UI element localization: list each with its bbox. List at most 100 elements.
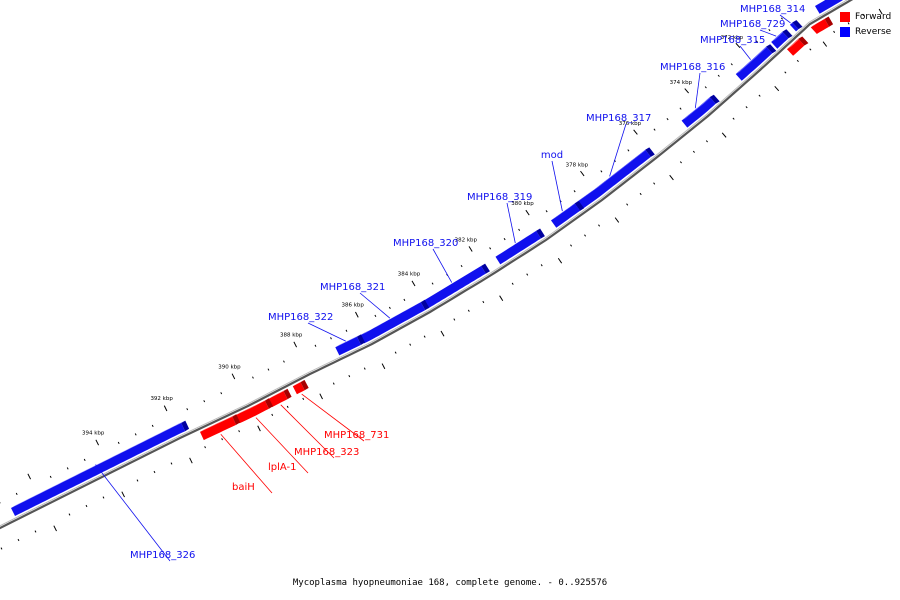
tick-mark [580,170,585,177]
tick-mark [717,74,720,77]
gene-top-face [360,299,425,336]
gene-unlabeled-15[interactable] [815,0,847,14]
gene-labels: MHP168_314 MHP168_729 MHP168_315 MHP168_316… [95,4,805,562]
tick-mark [394,351,397,354]
gene-label[interactable]: MHP168_320 [393,238,458,249]
gene-label[interactable]: MHP168_316 [660,62,725,73]
gene-label-leader [307,322,346,342]
gene-label[interactable]: MHP168_317 [586,113,651,124]
gene-label-leader [432,248,453,283]
tick-mark [705,140,708,143]
tick-mark [679,161,682,164]
gene-top-face [735,44,771,75]
gene-label-leader [280,404,335,459]
gene-unlabeled-16[interactable] [810,16,834,35]
tick-mark [669,174,674,181]
tick-mark [283,360,285,363]
tick-mark [525,209,530,216]
gene-top-face [810,16,829,28]
tick-mark [409,343,412,346]
gene-MHP168_729[interactable] [771,29,793,49]
gene-top-face [200,414,237,432]
tick-mark [136,479,139,482]
axis-tick-label: 380 kbp [511,201,534,207]
tick-mark [735,42,741,49]
tick-mark [467,309,470,312]
gene-label-leader [301,393,365,442]
gene-label[interactable]: baiH [232,482,255,493]
gene-side-face [300,379,309,391]
gene-side-face [824,16,834,27]
gene-label[interactable]: MHP168_326 [130,550,195,561]
gene-label[interactable]: MHP168_731 [324,430,389,441]
tick-mark [34,530,37,533]
gene-mod[interactable] [551,201,585,228]
genome-caption: Mycoplasma hyopneumoniae 168, complete g… [292,578,608,588]
axis-tick-label: 394 kbp [82,430,105,436]
tick-mark [768,28,771,32]
tick-mark [692,150,695,153]
gene-body [551,203,581,228]
gene-label[interactable]: MHP168_321 [320,282,385,293]
tick-mark [511,282,514,285]
tick-mark [755,40,758,43]
gene-label[interactable]: MHP168_319 [467,192,532,203]
gene-body [268,391,288,408]
backbone-highlight [0,0,848,527]
gene-MHP168_317[interactable] [574,147,655,211]
gene-MHP168_320[interactable] [423,263,490,309]
tick-mark [257,425,261,432]
gene-top-face [551,201,579,221]
gene-MHP168_321[interactable] [360,299,430,344]
gene-top-face [787,36,803,50]
gene-top-face [292,379,305,387]
gene-lplA-1[interactable] [235,398,273,424]
gene-MHP168_315[interactable] [735,44,777,81]
gene-MHP168_314[interactable] [789,20,803,32]
tick-mark [203,400,206,403]
gene-label-leader [759,29,777,37]
gene-label-leader [220,434,273,494]
tick-mark [345,329,348,332]
gene-label[interactable]: mod [541,150,563,161]
gene-unlabeled-17[interactable] [787,36,809,56]
gene-label-leader [739,45,751,60]
tick-mark [679,107,682,110]
gene-MHP168_319[interactable] [495,228,545,265]
gene-side-face [264,398,273,409]
gene-MHP168_326[interactable] [11,420,190,516]
tick-mark [796,59,799,63]
gene-label[interactable]: MHP168_322 [268,312,333,323]
gene-label[interactable]: MHP168_315 [700,35,765,46]
gene-label[interactable]: MHP168_323 [294,447,359,458]
tick-mark [784,71,787,74]
tick-mark [95,439,100,446]
gene-top-face [574,147,650,204]
tick-mark [540,264,543,267]
tick-mark [545,210,548,213]
legend-item-reverse: Reverse [840,24,898,39]
tick-mark [27,473,32,480]
tick-mark [121,491,125,498]
forward-swatch [840,11,850,22]
gene-MHP168_316[interactable] [681,94,720,128]
gene-side-face [574,201,585,211]
gene-label[interactable]: MHP168_314 [740,4,805,15]
gene-MHP168_322[interactable] [335,334,365,356]
gene-label[interactable]: MHP168_729 [720,19,785,30]
tick-mark [460,264,463,268]
gene-MHP168_323[interactable] [268,388,292,408]
tick-mark [83,458,86,462]
tick-mark [780,17,783,20]
legend-label-forward: Forward [855,11,892,22]
gene-baiH[interactable] [200,414,241,441]
tick-mark [639,192,642,196]
gene-MHP168_731[interactable] [292,379,309,395]
gene-label[interactable]: lplA-1 [268,462,297,473]
tick-mark [499,295,504,302]
tick-mark [627,149,630,152]
tick-mark [151,424,154,428]
tick-mark [102,496,105,499]
gene-body [574,149,651,211]
